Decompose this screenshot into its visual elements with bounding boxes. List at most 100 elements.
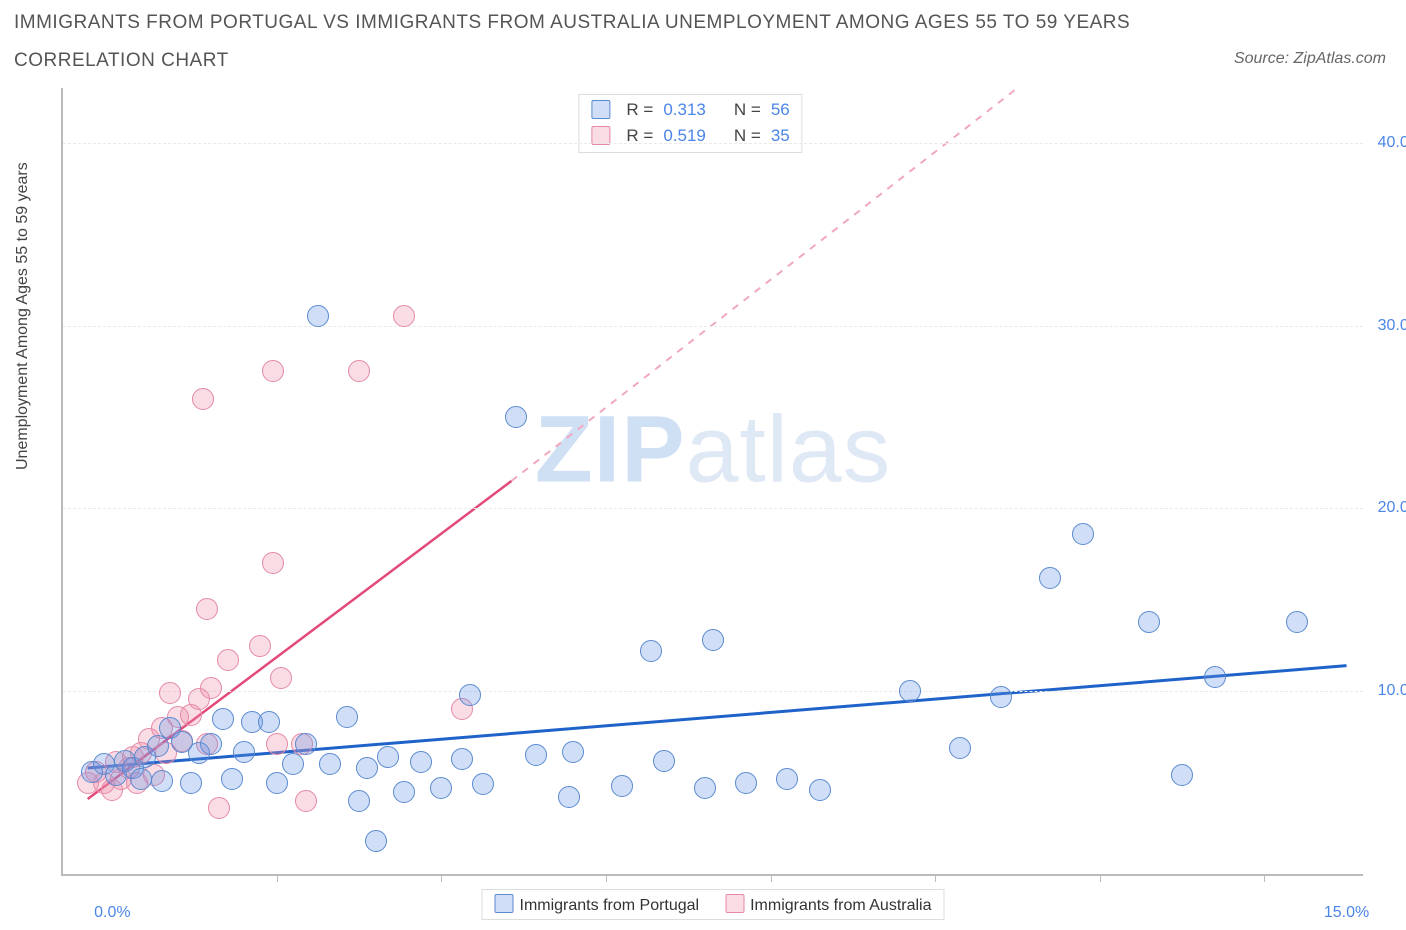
point-portugal <box>702 629 724 651</box>
point-portugal <box>348 790 370 812</box>
point-portugal <box>472 773 494 795</box>
point-portugal <box>393 781 415 803</box>
n-label: N = <box>734 97 761 123</box>
point-portugal <box>356 757 378 779</box>
source-attribution: Source: ZipAtlas.com <box>1234 50 1386 68</box>
point-portugal <box>233 741 255 763</box>
point-portugal <box>365 830 387 852</box>
point-australia <box>262 360 284 382</box>
y-tick-label: 40.0% <box>1378 134 1406 152</box>
point-portugal <box>1204 666 1226 688</box>
point-portugal <box>130 768 152 790</box>
chart-title-1: IMMIGRANTS FROM PORTUGAL VS IMMIGRANTS F… <box>14 12 1130 34</box>
point-australia <box>159 682 181 704</box>
point-portugal <box>430 777 452 799</box>
r-value-portugal: 0.313 <box>663 97 706 123</box>
swatch-portugal <box>591 100 610 119</box>
source-prefix: Source: <box>1234 50 1294 67</box>
point-portugal <box>258 711 280 733</box>
point-portugal <box>319 753 341 775</box>
gridline <box>63 508 1363 509</box>
point-portugal <box>459 684 481 706</box>
point-portugal <box>558 786 580 808</box>
point-portugal <box>653 750 675 772</box>
point-portugal <box>336 706 358 728</box>
point-portugal <box>377 746 399 768</box>
point-portugal <box>990 686 1012 708</box>
point-portugal <box>151 770 173 792</box>
gridline <box>63 326 1363 327</box>
y-tick-label: 10.0% <box>1378 682 1406 700</box>
legend-label-australia: Immigrants from Australia <box>750 897 931 914</box>
y-tick-label: 20.0% <box>1378 499 1406 517</box>
point-portugal <box>776 768 798 790</box>
scatter-chart: ZIPatlas R = 0.313 N = 56 R = 0.519 N = … <box>61 88 1363 876</box>
legend-label-portugal: Immigrants from Portugal <box>520 897 700 914</box>
point-portugal <box>410 751 432 773</box>
point-portugal <box>1072 523 1094 545</box>
x-tick-label: 0.0% <box>94 904 130 922</box>
point-australia <box>217 649 239 671</box>
watermark-atlas: atlas <box>686 396 892 502</box>
point-australia <box>393 305 415 327</box>
point-portugal <box>505 406 527 428</box>
legend-row-australia: R = 0.519 N = 35 <box>591 123 789 149</box>
point-australia <box>348 360 370 382</box>
point-portugal <box>266 772 288 794</box>
x-tick-mark <box>277 874 278 882</box>
x-tick-mark <box>1264 874 1265 882</box>
legend-row-portugal: R = 0.313 N = 56 <box>591 97 789 123</box>
gridline <box>63 691 1363 692</box>
x-tick-mark <box>771 874 772 882</box>
point-portugal <box>180 772 202 794</box>
series-legend: Immigrants from Portugal Immigrants from… <box>482 889 945 920</box>
n-label: N = <box>734 123 761 149</box>
point-portugal <box>640 640 662 662</box>
point-portugal <box>611 775 633 797</box>
point-portugal <box>694 777 716 799</box>
point-portugal <box>147 735 169 757</box>
point-portugal <box>735 772 757 794</box>
point-australia <box>262 552 284 574</box>
n-value-australia: 35 <box>771 123 790 149</box>
point-portugal <box>809 779 831 801</box>
x-tick-mark <box>441 874 442 882</box>
chart-title-2: CORRELATION CHART <box>14 50 229 72</box>
point-portugal <box>200 733 222 755</box>
point-portugal <box>1138 611 1160 633</box>
y-tick-label: 30.0% <box>1378 317 1406 335</box>
r-value-australia: 0.519 <box>663 123 706 149</box>
point-portugal <box>221 768 243 790</box>
x-tick-label: 15.0% <box>1324 904 1369 922</box>
point-australia <box>192 388 214 410</box>
point-australia <box>200 677 222 699</box>
point-portugal <box>451 748 473 770</box>
point-portugal <box>282 753 304 775</box>
point-portugal <box>525 744 547 766</box>
n-value-portugal: 56 <box>771 97 790 123</box>
point-portugal <box>1039 567 1061 589</box>
point-portugal <box>1171 764 1193 786</box>
point-portugal <box>562 741 584 763</box>
point-australia <box>249 635 271 657</box>
watermark-zip: ZIP <box>535 396 686 502</box>
point-portugal <box>899 680 921 702</box>
x-tick-mark <box>1100 874 1101 882</box>
point-portugal <box>1286 611 1308 633</box>
legend-item-australia: Immigrants from Australia <box>725 894 931 915</box>
x-tick-mark <box>935 874 936 882</box>
gridline <box>63 143 1363 144</box>
swatch-australia <box>725 894 744 913</box>
correlation-legend: R = 0.313 N = 56 R = 0.519 N = 35 <box>578 94 802 153</box>
swatch-portugal <box>495 894 514 913</box>
point-australia <box>295 790 317 812</box>
point-australia <box>208 797 230 819</box>
source-name: ZipAtlas.com <box>1294 50 1386 67</box>
point-portugal <box>295 733 317 755</box>
point-australia <box>196 598 218 620</box>
legend-item-portugal: Immigrants from Portugal <box>495 894 700 915</box>
r-label: R = <box>626 97 653 123</box>
point-portugal <box>949 737 971 759</box>
y-axis-label: Unemployment Among Ages 55 to 59 years <box>14 162 32 470</box>
point-australia <box>266 733 288 755</box>
